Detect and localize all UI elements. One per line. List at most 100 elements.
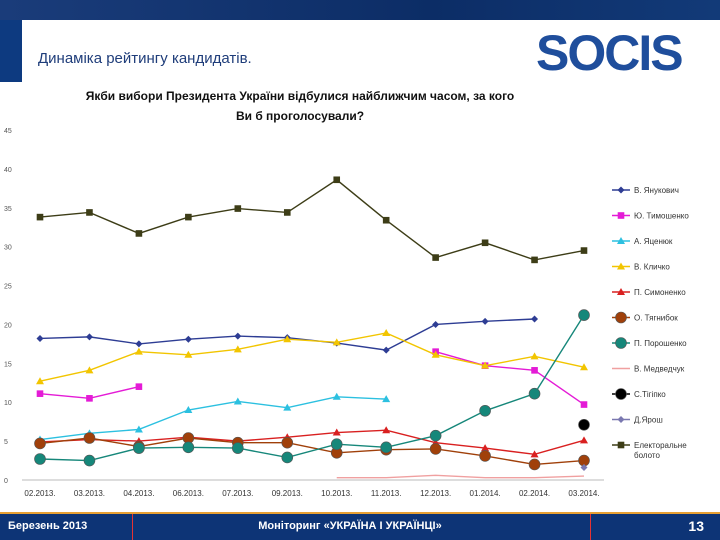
data-point (333, 176, 341, 184)
x-tick-label: 07.2013. (222, 489, 253, 498)
data-point (531, 367, 538, 374)
legend-label: О. Тягнибок (634, 314, 678, 323)
page-number: 13 (688, 518, 704, 534)
data-point (83, 454, 96, 467)
data-point (531, 315, 539, 323)
data-point (332, 338, 341, 346)
data-point (36, 390, 44, 397)
data-point (580, 436, 588, 444)
legend-item: В. Янукович (612, 186, 679, 195)
series-line (39, 178, 585, 261)
legend-item: С.Тігіпко (612, 388, 666, 400)
legend-label: П. Симоненко (634, 288, 686, 297)
legend-item: В. Кличко (612, 262, 670, 272)
data-point (382, 329, 391, 336)
y-tick-label: 0 (4, 478, 8, 485)
data-point (283, 403, 292, 411)
data-point (185, 213, 192, 221)
data-point (234, 205, 242, 212)
data-point (86, 395, 93, 402)
data-point (617, 186, 625, 194)
footer-date: Березень 2013 (8, 520, 88, 532)
data-point (232, 442, 244, 454)
header-band (0, 0, 720, 20)
slide-title: Динаміка рейтингу кандидатів. (38, 50, 252, 67)
data-point (580, 363, 588, 371)
data-point (133, 442, 145, 454)
data-point (617, 441, 625, 449)
data-point (479, 450, 491, 462)
x-tick-label: 02.2014. (519, 489, 550, 498)
data-point (580, 401, 588, 408)
line-chart: 0 5 10 15 20 25 30 35 40 45 02.2013. 03.2013. 04.201… (4, 128, 689, 498)
footer-project: Моніторинг «УКРАЇНА І УКРАЇНЦІ» (258, 520, 442, 532)
data-point (617, 262, 625, 270)
data-point (184, 406, 193, 413)
data-point (580, 247, 588, 254)
data-point (429, 429, 442, 442)
legend-label: Ю. Тимошенко (634, 212, 689, 221)
legend-item: О. Тягнибок (612, 311, 678, 324)
x-tick-label: 06.2013. (173, 489, 204, 498)
data-point (332, 428, 341, 436)
series-д-ярош (580, 464, 588, 472)
data-point (432, 254, 439, 261)
data-point (330, 438, 343, 451)
data-point (382, 426, 391, 434)
legend-item: Ю. Тимошенко (612, 212, 689, 221)
y-tick-label: 40 (4, 167, 12, 174)
data-point (85, 366, 94, 374)
data-point (615, 311, 627, 324)
series-с-тігіпко (578, 418, 590, 431)
series-line (39, 396, 387, 441)
data-point (233, 345, 242, 353)
footer-separator (132, 514, 133, 540)
legend-label: В. Медведчук (634, 365, 685, 374)
x-tick-label: 09.2013. (272, 489, 303, 498)
series-line (435, 350, 585, 406)
data-point (134, 347, 143, 355)
data-point (281, 451, 294, 464)
series-в-кличко (36, 329, 588, 385)
data-point (528, 387, 541, 400)
data-point (481, 361, 490, 369)
series-line (336, 474, 585, 479)
data-point (135, 340, 143, 348)
legend-label: Електоральне (634, 441, 687, 450)
data-point (578, 309, 590, 321)
data-point (382, 216, 390, 224)
legend-item: Д.Ярош (612, 416, 663, 425)
legend-label: В. Кличко (634, 263, 670, 272)
data-point (135, 230, 143, 237)
data-point (431, 350, 440, 358)
y-tick-label: 45 (4, 128, 12, 135)
data-point (530, 450, 539, 458)
data-point (528, 458, 541, 471)
x-tick-label: 04.2013. (123, 489, 154, 498)
data-point (184, 335, 192, 343)
data-point (233, 397, 242, 405)
data-point (429, 443, 442, 455)
data-point (36, 377, 44, 385)
data-point (86, 209, 93, 216)
x-tick-label: 02.2013. (24, 489, 55, 498)
data-point (283, 335, 292, 343)
y-tick-label: 10 (4, 400, 12, 407)
footer-separator (590, 514, 591, 540)
legend-label: П. Порошенко (634, 339, 687, 348)
data-point (283, 209, 291, 216)
y-tick-label: 35 (4, 206, 12, 213)
data-point (83, 432, 96, 444)
data-point (85, 333, 93, 341)
series-ю-тимошенко (36, 348, 588, 408)
footer-bar: Березень 2013 Моніторинг «УКРАЇНА І УКРА… (0, 514, 720, 540)
series-п-порошенко (34, 309, 590, 467)
data-point (332, 392, 341, 400)
data-point (481, 239, 489, 247)
data-point (182, 441, 195, 454)
series-в-медведчук (336, 474, 585, 479)
y-tick-label: 15 (4, 361, 12, 368)
legend-item: П. Симоненко (612, 288, 686, 297)
data-point (36, 213, 44, 221)
